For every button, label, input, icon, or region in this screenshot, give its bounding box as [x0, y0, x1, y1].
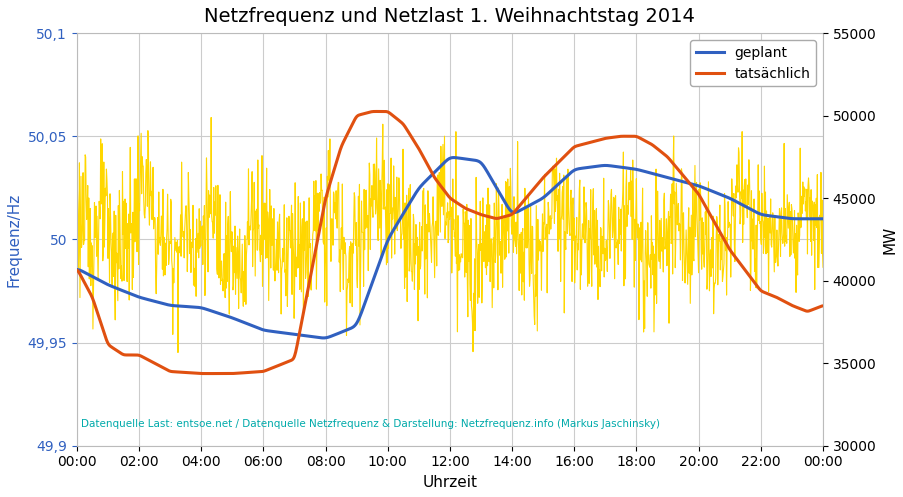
geplant: [321, 334, 331, 340]
tatsächlich: [219, 371, 230, 377]
Y-axis label: MW: MW: [881, 225, 896, 253]
Legend: geplant, tatsächlich: geplant, tatsächlich: [690, 40, 815, 86]
geplant: [664, 175, 675, 181]
geplant: [729, 198, 740, 204]
geplant: [71, 266, 82, 272]
tatsächlich: [237, 370, 248, 376]
geplant: [219, 312, 229, 318]
tatsächlich: [71, 267, 82, 273]
tatsächlich: [373, 108, 384, 114]
geplant: [318, 335, 329, 341]
geplant: [566, 168, 577, 174]
tatsächlich: [816, 303, 827, 309]
Line: tatsächlich: tatsächlich: [77, 111, 822, 374]
geplant: [237, 319, 248, 325]
tatsächlich: [664, 156, 675, 162]
tatsächlich: [566, 146, 577, 152]
X-axis label: Uhrzeit: Uhrzeit: [422, 475, 477, 490]
tatsächlich: [729, 254, 740, 260]
Title: Netzfrequenz und Netzlast 1. Weihnachtstag 2014: Netzfrequenz und Netzlast 1. Weihnachtst…: [204, 7, 694, 26]
geplant: [816, 216, 827, 222]
tatsächlich: [321, 191, 331, 197]
tatsächlich: [202, 371, 213, 377]
geplant: [448, 155, 459, 161]
Line: geplant: geplant: [77, 158, 822, 338]
Y-axis label: Frequenz/Hz: Frequenz/Hz: [7, 192, 22, 287]
Text: Datenquelle Last: entsoe.net / Datenquelle Netzfrequenz & Darstellung: Netzfrequ: Datenquelle Last: entsoe.net / Datenquel…: [80, 419, 659, 429]
